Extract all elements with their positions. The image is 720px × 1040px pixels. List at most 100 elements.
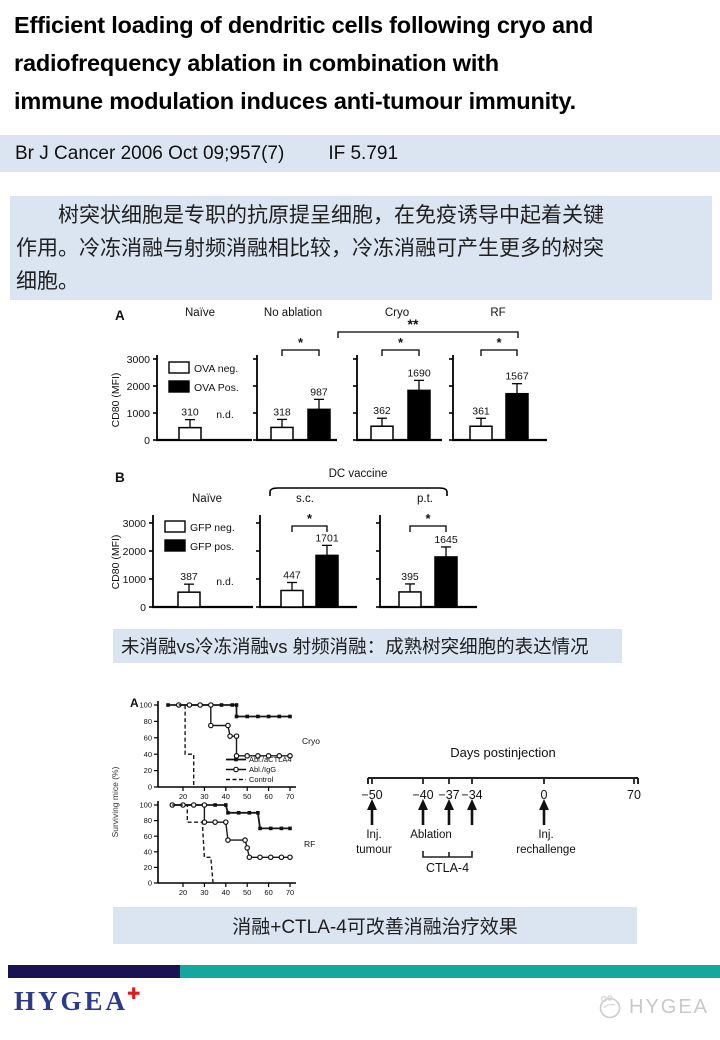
svg-text:−34: −34 <box>461 788 482 802</box>
svg-text:60: 60 <box>144 832 152 841</box>
svg-text:40: 40 <box>222 792 230 801</box>
footer-bar-teal <box>180 965 720 978</box>
svg-text:20: 20 <box>144 766 152 775</box>
svg-text:p.t.: p.t. <box>417 493 433 505</box>
figure1-barcharts: A CD80 (MFI) Naïve 0 1000 2000 3000 310 n.d. No a… <box>110 307 547 614</box>
survival-curve <box>178 704 290 757</box>
svg-text:rechallenge: rechallenge <box>516 844 575 856</box>
abstract-line-2: 作用。冷冻消融与射频消融相比较，冷冻消融可产生更多的树突 <box>16 237 604 260</box>
survival-curve <box>172 804 214 884</box>
svg-text:0: 0 <box>140 602 146 614</box>
abstract-box: 树突状细胞是专职的抗原提呈细胞，在免疫诱导中起着关键 作用。冷冻消融与射频消融相… <box>10 196 712 300</box>
bar-neg <box>178 426 202 441</box>
survival-curve <box>168 704 290 718</box>
svg-text:70: 70 <box>286 888 294 897</box>
figure2-caption: 消融+CTLA-4可改善消融治疗效果 <box>113 907 637 944</box>
abstract-line-3: 细胞。 <box>16 270 79 293</box>
page-title: Efficient loading of dendritic cells fol… <box>14 6 714 120</box>
svg-text:A: A <box>115 308 125 323</box>
svg-text:987: 987 <box>310 386 328 398</box>
svg-text:CD80 (MFI): CD80 (MFI) <box>110 535 122 590</box>
svg-text:2000: 2000 <box>123 546 147 558</box>
svg-text:Abl./IgG: Abl./IgG <box>249 765 276 774</box>
svg-text:0: 0 <box>148 879 152 888</box>
watermark-globe-icon <box>599 995 621 1019</box>
svg-text:CTLA-4: CTLA-4 <box>426 861 469 875</box>
svg-text:*: * <box>496 335 502 350</box>
svg-text:*: * <box>298 335 304 350</box>
svg-text:GFP neg.: GFP neg. <box>190 522 235 534</box>
svg-text:No ablation: No ablation <box>264 307 322 319</box>
svg-text:RF: RF <box>490 307 505 319</box>
svg-text:387: 387 <box>180 571 198 583</box>
svg-text:Naïve: Naïve <box>192 493 222 505</box>
svg-text:1645: 1645 <box>434 534 458 546</box>
svg-text:447: 447 <box>283 569 301 581</box>
svg-text:**: ** <box>408 316 419 332</box>
journal-citation: Br J Cancer 2006 Oct 09;957(7) <box>15 142 285 164</box>
bar-pos <box>407 389 431 441</box>
svg-text:40: 40 <box>144 750 152 759</box>
bar-neg <box>370 425 394 441</box>
svg-text:OVA Pos.: OVA Pos. <box>194 382 239 394</box>
svg-text:395: 395 <box>401 571 419 583</box>
svg-text:310: 310 <box>181 407 199 419</box>
survival-curve <box>178 704 195 787</box>
svg-text:−40: −40 <box>412 788 433 802</box>
hygea-logo: HYGEA✚ <box>14 984 141 1017</box>
bar-neg <box>270 426 294 441</box>
svg-text:30: 30 <box>200 792 208 801</box>
svg-text:40: 40 <box>222 888 230 897</box>
watermark-text: HYGEA <box>629 995 710 1018</box>
footer-bar-navy <box>8 965 180 978</box>
svg-text:GFP pos.: GFP pos. <box>190 541 234 553</box>
bar-pos <box>505 392 529 441</box>
svg-text:20: 20 <box>144 863 152 872</box>
svg-text:318: 318 <box>273 406 291 418</box>
svg-text:70: 70 <box>627 788 641 802</box>
figure2-timeline: Days postinjection −50 −40 −37 −34 0 70 Inj. tum… <box>356 745 641 875</box>
svg-text:50: 50 <box>243 792 251 801</box>
title-line-2: radiofrequency ablation in combination w… <box>14 50 499 76</box>
svg-text:60: 60 <box>144 733 152 742</box>
svg-text:0: 0 <box>148 783 152 792</box>
svg-text:n.d.: n.d. <box>216 409 234 421</box>
svg-text:−50: −50 <box>361 788 382 802</box>
hygea-logo-text: HYGEA <box>14 986 129 1016</box>
svg-text:362: 362 <box>373 405 391 417</box>
svg-text:−37: −37 <box>438 788 459 802</box>
svg-text:Inj.: Inj. <box>538 829 553 841</box>
svg-text:*: * <box>307 511 313 526</box>
figure2-survival-curves: A Surviving mice (%) 0 20 40 60 80 100 20 30 40 50 6… <box>110 696 320 897</box>
svg-text:100: 100 <box>139 701 152 710</box>
journal-bar: Br J Cancer 2006 Oct 09;957(7) IF 5.791 <box>0 135 720 172</box>
svg-text:0: 0 <box>144 435 150 447</box>
svg-text:Abl./aCTLA4: Abl./aCTLA4 <box>249 755 292 764</box>
bar-neg <box>398 591 422 608</box>
svg-text:tumour: tumour <box>356 844 392 856</box>
svg-text:s.c.: s.c. <box>296 493 314 505</box>
title-line-3: immune modulation induces anti-tumour im… <box>14 88 577 114</box>
svg-text:100: 100 <box>139 801 152 810</box>
svg-text:Cryo: Cryo <box>385 307 409 319</box>
svg-text:20: 20 <box>179 888 187 897</box>
svg-text:3000: 3000 <box>127 354 151 366</box>
red-cross-icon: ✚ <box>127 984 141 1003</box>
svg-text:2000: 2000 <box>127 381 151 393</box>
svg-text:n.d.: n.d. <box>216 576 234 588</box>
svg-text:361: 361 <box>472 405 490 417</box>
survival-curve <box>172 804 290 830</box>
svg-text:Surviving mice (%): Surviving mice (%) <box>110 766 120 837</box>
svg-text:50: 50 <box>243 888 251 897</box>
svg-text:CD80 (MFI): CD80 (MFI) <box>110 373 122 428</box>
svg-text:1690: 1690 <box>407 367 431 379</box>
svg-text:1000: 1000 <box>123 574 147 586</box>
svg-text:*: * <box>425 511 431 526</box>
svg-text:RF: RF <box>304 839 315 849</box>
svg-text:DC vaccine: DC vaccine <box>329 468 388 480</box>
svg-text:1701: 1701 <box>315 532 339 544</box>
title-line-1: Efficient loading of dendritic cells fol… <box>14 12 594 38</box>
svg-text:Days postinjection: Days postinjection <box>450 745 556 760</box>
figure1-caption: 未消融vs冷冻消融vs 射频消融：成熟树突细胞的表达情况 <box>113 629 622 663</box>
svg-text:OVA neg.: OVA neg. <box>194 363 238 375</box>
